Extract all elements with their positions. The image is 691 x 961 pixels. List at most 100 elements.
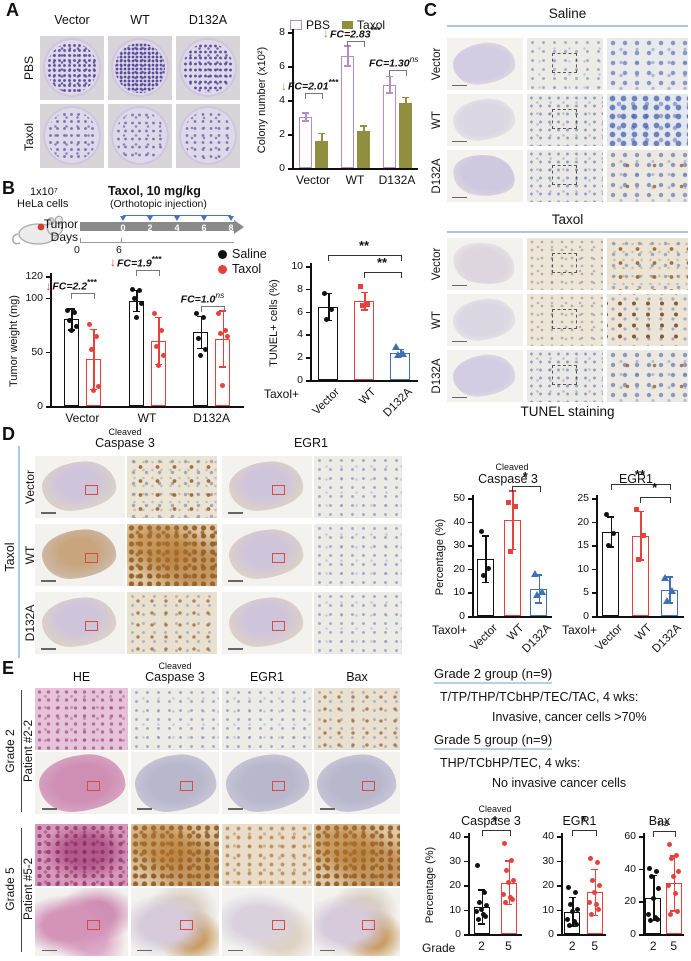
scale-bar — [41, 808, 57, 810]
y-axis-label: Colony number (x10²) — [256, 46, 268, 154]
y-tick — [46, 406, 50, 408]
data-point — [668, 911, 674, 917]
data-point — [160, 352, 166, 358]
data-point — [328, 306, 334, 312]
legend-label: Taxol — [357, 18, 386, 32]
e-col-casp3: Caspase 3 — [145, 670, 205, 684]
fold-change-annotation: ↓FC=2.83*** — [323, 25, 381, 41]
saline-dot-icon — [218, 249, 227, 259]
cells-amount: 1x10⁷ — [30, 186, 58, 198]
error-cap — [568, 925, 576, 928]
error-cap — [219, 366, 227, 368]
x-axis — [468, 934, 522, 936]
injection-arrow-icon — [228, 216, 234, 221]
data-point — [323, 317, 329, 323]
x-category-label: D132A — [650, 622, 684, 656]
error-cap — [132, 289, 140, 292]
e-col-he: HE — [72, 670, 91, 684]
day-tick — [121, 238, 122, 242]
significance-label: * — [652, 479, 658, 495]
y-tick — [468, 545, 472, 547]
day-tick — [80, 238, 81, 242]
y-tick — [306, 357, 310, 359]
panel-e-ihc-image — [35, 752, 128, 814]
scale-bar — [228, 580, 244, 582]
days-axis — [80, 242, 234, 243]
panel-e-ihc-image — [314, 752, 400, 814]
data-point — [357, 284, 363, 290]
bar — [340, 55, 354, 168]
x-prefix-label: Taxol+ — [562, 623, 598, 637]
chart-title: Caspase 3 — [461, 814, 521, 828]
error-cap — [396, 348, 404, 351]
data-point — [654, 916, 660, 922]
x-axis — [472, 616, 552, 618]
panel-d-ihc-image — [222, 592, 312, 654]
error-cap — [301, 112, 309, 114]
e-col-egr1: EGR1 — [249, 670, 285, 684]
data-point — [646, 866, 652, 872]
grade5-regimen: THP/TCbHP/TEC, 4 wks: — [440, 756, 581, 770]
injection-arrow-icon — [120, 216, 126, 221]
grade5-note-title: Grade 5 group (n=9) — [434, 732, 553, 750]
data-point — [668, 586, 677, 594]
legend-label: Taxol — [232, 262, 262, 276]
e-col-casp3-sup: Cleaved — [158, 661, 192, 671]
data-point — [394, 351, 402, 359]
significance-label: * — [492, 812, 498, 828]
panel-c-row-label: WT — [431, 311, 443, 329]
error-cap — [505, 903, 512, 906]
timeline-day-number: 4 — [174, 222, 180, 233]
error-bar — [222, 310, 225, 367]
panel-d-ihc-image — [35, 524, 125, 586]
scale-bar — [228, 648, 244, 650]
y-tick — [306, 311, 310, 314]
panel-c-ihc-image — [527, 350, 603, 402]
data-point — [64, 308, 70, 314]
grade2-rule — [21, 690, 22, 812]
x-category-label: 5 — [591, 939, 599, 953]
significance-label: ** — [634, 466, 646, 482]
x-prefix-label: Grade — [422, 941, 456, 955]
x-category-label: WT — [633, 622, 655, 644]
y-tick — [592, 498, 596, 500]
x-category-label: Vector — [593, 622, 626, 654]
data-point — [595, 860, 601, 866]
panel-d-ihc-image — [222, 524, 312, 586]
data-point — [507, 548, 513, 554]
panel-c-ihc-image — [527, 238, 603, 290]
fold-change-annotation: FC=1.30ns — [369, 54, 419, 70]
y-tick-label: 2 — [297, 351, 303, 364]
panel-e-ihc-image — [222, 688, 312, 750]
x-category-label: WT — [137, 411, 157, 425]
x-axis — [596, 616, 684, 618]
error-cap — [649, 919, 657, 922]
data-point — [225, 334, 231, 340]
grade2-note-title: Grade 2 group (n=9) — [434, 666, 553, 684]
data-point — [71, 310, 77, 316]
x-category-label: WT — [345, 173, 365, 187]
y-tick-label: 50 — [453, 492, 465, 504]
scale-bar — [41, 512, 57, 514]
fc-text: FC=1.0 — [180, 293, 216, 306]
panel-d-ihc-image — [127, 524, 217, 586]
data-point — [68, 327, 74, 333]
data-point — [223, 327, 229, 333]
panel-c-ihc-image — [607, 350, 688, 402]
taxol-swatch-icon — [342, 21, 354, 29]
x-category-label: D132A — [381, 386, 415, 420]
error-bar — [321, 133, 323, 149]
y-axis — [292, 29, 294, 168]
data-point — [155, 363, 161, 369]
injection-span-line — [123, 215, 231, 216]
x-category-label: Vector — [310, 386, 343, 418]
error-cap — [132, 310, 140, 313]
panel-e-ihc-image — [222, 752, 312, 814]
fc-bracket — [305, 93, 323, 100]
patient5-label: Patient #5-2 — [23, 857, 35, 921]
significance-bracket — [364, 271, 402, 278]
y-tick-label: 4 — [297, 328, 303, 341]
down-arrow-icon: ↓ — [45, 278, 52, 293]
panel-c-ihc-image — [447, 38, 523, 90]
